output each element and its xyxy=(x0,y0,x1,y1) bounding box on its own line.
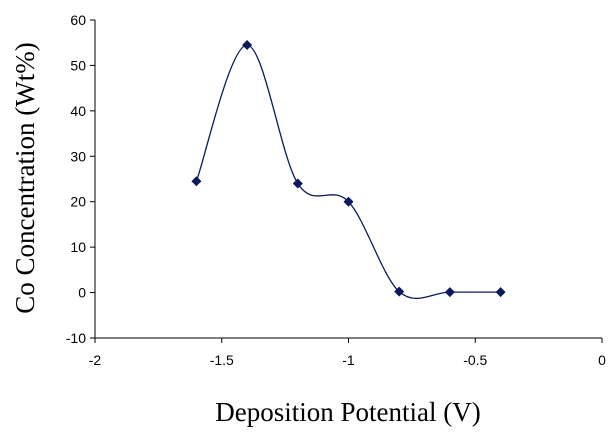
y-tick-label: 10 xyxy=(70,239,86,255)
data-markers xyxy=(191,39,506,298)
y-ticks: -10 0 10 20 30 40 50 60 xyxy=(66,12,95,346)
data-point-marker xyxy=(242,39,253,50)
y-tick-label: 30 xyxy=(70,148,86,164)
x-ticks: -2 -1.5 -1 -0.5 0 xyxy=(89,338,606,368)
data-point-marker xyxy=(444,287,455,298)
y-tick-label: 0 xyxy=(78,285,86,301)
x-tick-label: -0.5 xyxy=(463,352,487,368)
y-tick-label: -10 xyxy=(66,330,86,346)
y-tick-label: 20 xyxy=(70,194,86,210)
y-axis-title: Co Concentration (Wt%) xyxy=(10,42,40,313)
x-tick-label: -2 xyxy=(89,352,102,368)
data-point-marker xyxy=(191,176,202,187)
data-point-marker xyxy=(343,196,354,207)
data-point-marker xyxy=(394,286,405,297)
data-point-marker xyxy=(292,178,303,189)
y-tick-label: 60 xyxy=(70,12,86,28)
x-tick-label: 0 xyxy=(598,352,606,368)
y-tick-label: 50 xyxy=(70,57,86,73)
series-line xyxy=(195,44,501,300)
x-tick-label: -1 xyxy=(342,352,355,368)
x-tick-label: -1.5 xyxy=(210,352,234,368)
x-axis-title: Deposition Potential (V) xyxy=(215,397,480,427)
y-tick-label: 40 xyxy=(70,103,86,119)
plot-area: -10 0 10 20 30 40 50 60 -2 -1.5 -1 -0.5 0 xyxy=(66,12,606,368)
data-point-marker xyxy=(495,287,506,298)
